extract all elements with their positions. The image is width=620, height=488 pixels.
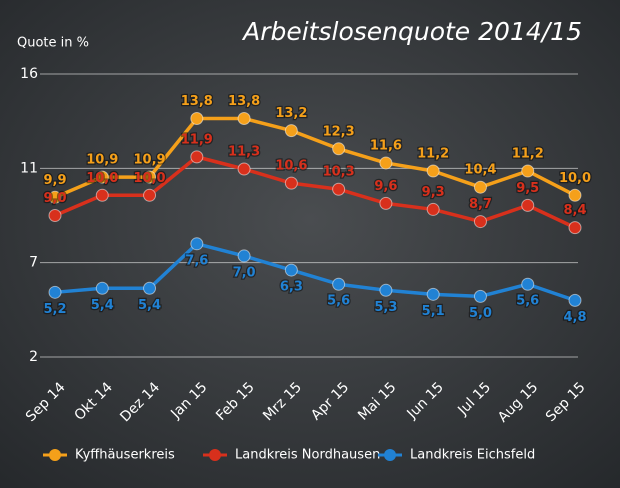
data-label: 10,9 (134, 153, 166, 168)
data-label: 13,2 (275, 106, 307, 121)
data-label: 11,3 (228, 145, 260, 160)
chart-title: Arbeitslosenquote 2014/15 (241, 17, 582, 46)
data-label: 9,5 (516, 181, 539, 196)
data-label: 9,6 (374, 179, 397, 194)
data-point (48, 190, 62, 204)
data-label: 8,4 (563, 203, 586, 218)
data-point (237, 111, 251, 125)
data-label: 10,3 (323, 165, 355, 180)
y-tick-label: 7 (29, 255, 38, 271)
legend-marker (49, 449, 61, 461)
data-point (332, 277, 346, 291)
data-point (284, 263, 298, 277)
data-label: 7,6 (185, 253, 208, 268)
data-point (521, 277, 535, 291)
data-point (143, 188, 157, 202)
data-point (568, 293, 582, 307)
data-label: 4,8 (563, 310, 586, 325)
data-label: 10,0 (86, 171, 118, 186)
data-point (473, 180, 487, 194)
data-point (379, 196, 393, 210)
data-label: 5,4 (138, 298, 161, 313)
legend-label: Landkreis Eichsfeld (410, 448, 535, 463)
data-label: 13,8 (228, 94, 260, 109)
data-point (426, 287, 440, 301)
data-point (426, 164, 440, 178)
data-point (143, 281, 157, 295)
data-point (48, 209, 62, 222)
data-point (332, 182, 346, 196)
legend-marker (384, 449, 396, 461)
data-label: 8,7 (469, 197, 492, 212)
data-label: 10,4 (464, 163, 496, 178)
data-point (284, 176, 298, 190)
series-line (54, 242, 576, 303)
data-label: 11,6 (370, 138, 402, 153)
data-point (568, 188, 582, 202)
data-point (237, 162, 251, 176)
data-point (95, 170, 109, 184)
data-point (426, 202, 440, 216)
data-point (48, 285, 62, 299)
data-label: 5,6 (327, 294, 350, 309)
data-point (521, 198, 535, 212)
data-point (237, 249, 251, 263)
y-tick-label: 11 (20, 160, 38, 176)
data-label: 5,6 (516, 294, 539, 309)
data-point (568, 221, 582, 235)
y-tick-label: 16 (20, 66, 38, 82)
data-point (473, 215, 487, 229)
data-label: 10,9 (86, 153, 118, 168)
data-label: 9,9 (43, 173, 66, 188)
data-label: 12,3 (323, 124, 355, 139)
data-label: 10,0 (134, 171, 166, 186)
data-point (284, 124, 298, 138)
y-axis-label: Quote in % (17, 36, 89, 51)
data-point (190, 150, 204, 164)
series-line (54, 155, 576, 230)
data-label: 5,4 (91, 298, 114, 313)
data-label: 6,3 (280, 280, 303, 295)
data-label: 11,9 (181, 132, 213, 147)
data-label: 7,0 (233, 265, 256, 280)
data-point (190, 111, 204, 125)
series-line (54, 116, 576, 199)
legend-label: Landkreis Nordhausen (235, 448, 380, 463)
data-point (95, 188, 109, 202)
data-point (95, 281, 109, 295)
y-tick-label: 2 (29, 349, 38, 365)
data-label: 5,3 (374, 300, 397, 315)
data-point (190, 237, 204, 251)
data-point (332, 142, 346, 156)
data-label: 11,2 (512, 147, 544, 162)
data-label: 10,0 (559, 171, 591, 186)
data-point (521, 164, 535, 178)
data-label: 5,1 (422, 304, 445, 319)
data-label: 9,3 (422, 185, 445, 200)
data-point (379, 283, 393, 297)
data-label: 9,0 (43, 191, 66, 206)
data-label: 5,2 (43, 302, 66, 317)
data-label: 11,2 (417, 147, 449, 162)
data-point (379, 156, 393, 170)
legend-marker (209, 449, 221, 461)
data-label: 13,8 (181, 94, 213, 109)
legend-label: Kyffhäuserkreis (75, 448, 175, 463)
data-label: 10,6 (275, 159, 307, 174)
data-point (143, 170, 157, 184)
data-point (473, 289, 487, 303)
data-label: 5,0 (469, 306, 492, 321)
